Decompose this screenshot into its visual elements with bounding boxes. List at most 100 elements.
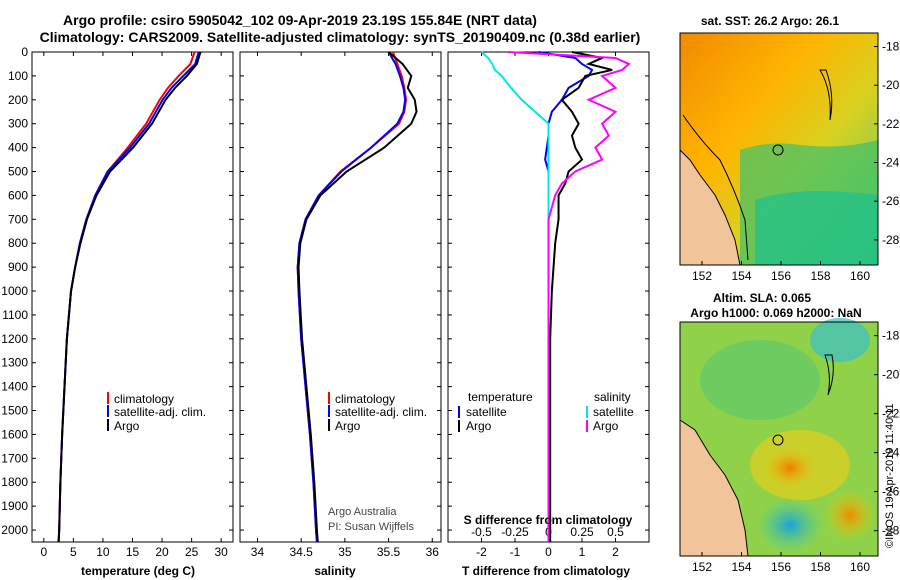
lat-tick-label: -20 [882, 368, 900, 382]
legend-label-argo: Argo [335, 419, 361, 433]
sla-high-anomaly [764, 448, 816, 488]
lat-tick-label: -18 [882, 40, 900, 54]
temperature-panel-frame [31, 51, 234, 543]
sst-map-ticks: -18 -20 -22 -24 -26 -28 152 154 156 158 160 [692, 40, 900, 283]
lat-tick-label: -18 [882, 329, 900, 343]
legend-title-temperature: temperature [468, 390, 533, 404]
sla-map-frame [679, 321, 879, 557]
depth-tick-label: 1300 [1, 356, 28, 370]
x-tick-label: 20 [155, 545, 169, 559]
depth-tick-label: 600 [8, 188, 28, 202]
s-diff-tick-label: 0.25 [570, 525, 594, 539]
x-tick-label: 34.5 [289, 545, 313, 559]
depth-tick-label: 1100 [2, 308, 28, 322]
legend-label-s-argo: Argo [593, 419, 619, 433]
depth-tick-label: 400 [8, 141, 28, 155]
depth-tick-label: 500 [8, 165, 28, 179]
figure-title-line2: Climatology: CARS2009. Satellite-adjuste… [40, 29, 641, 45]
s-diff-tick-label: 0.5 [607, 525, 624, 539]
salinity-profile-chart: 34 34.5 35 35.5 36 [251, 51, 440, 559]
legend-label-t-argo: Argo [466, 419, 492, 433]
s-difference-label: S difference from climatology [464, 513, 633, 527]
depth-tick-label: 1600 [1, 427, 28, 441]
series-line-satellite-adj-clim- [57, 51, 200, 543]
difference-profile-chart: -2 -1 0 1 2-0.5 -0.25 0 0.25 0.5 [471, 51, 631, 559]
lat-tick-label: -22 [882, 117, 900, 131]
salinity-axis-label: salinity [314, 564, 356, 578]
sla-low-anomaly [756, 497, 824, 553]
sla-high-anomaly [824, 489, 876, 541]
lon-tick-label: 160 [850, 560, 870, 574]
legend-label-s-satellite: satellite [593, 405, 634, 419]
lat-tick-label: -26 [882, 485, 900, 499]
sst-argo-position [772, 144, 784, 156]
x-tick-label: 25 [185, 545, 199, 559]
legend-label-satellite: satellite-adj. clim. [114, 405, 206, 419]
sla-low-anomaly [810, 318, 870, 362]
temperature-axis-label: temperature (deg C) [81, 564, 195, 578]
series-line-argo [297, 51, 418, 543]
lat-tick-label: -20 [882, 78, 900, 92]
lat-tick-label: -24 [882, 156, 900, 170]
sla-map-title-line2: Argo h1000: 0.069 h2000: NaN [690, 306, 861, 320]
depth-tick-label: 2000 [1, 523, 28, 537]
x-tick-label: 35.5 [377, 545, 401, 559]
x-tick-label: 36 [426, 545, 440, 559]
depth-tick-label: 1400 [1, 380, 28, 394]
lat-tick-label: -28 [882, 233, 900, 247]
salinity-panel-frame [239, 51, 442, 543]
series-line-climatology [57, 51, 196, 543]
sst-contour [682, 114, 749, 261]
x-tick-label: 30 [214, 545, 228, 559]
x-tick-label: 1 [579, 545, 586, 559]
depth-tick-label: 1800 [1, 475, 28, 489]
imos-watermark: ©IMOS 19-Apr-2019 11:40:11 [884, 403, 896, 548]
x-tick-label: 0 [545, 545, 552, 559]
depth-tick-label: 1500 [1, 404, 28, 418]
lon-tick-label: 158 [810, 560, 830, 574]
lon-tick-label: 160 [850, 269, 870, 283]
sst-map-title: sat. SST: 26.2 Argo: 26.1 [701, 14, 840, 28]
lon-tick-label: 156 [771, 269, 791, 283]
sst-cold-region [755, 191, 878, 265]
x-tick-label: 0 [40, 545, 47, 559]
t-difference-axis-label: T difference from climatology [462, 564, 630, 578]
series-line-argo [57, 51, 202, 543]
x-tick-label: 2 [612, 545, 619, 559]
lat-tick-label: -28 [882, 524, 900, 538]
depth-tick-label: 200 [8, 93, 28, 107]
x-tick-label: -2 [476, 545, 487, 559]
depth-tick-label: 1200 [1, 332, 28, 346]
depth-tick-label: 300 [8, 117, 28, 131]
x-tick-label: 5 [70, 545, 77, 559]
s-diff-tick-label: -0.25 [501, 525, 529, 539]
temperature-legend: climatology satellite-adj. clim. Argo [107, 392, 206, 433]
lat-tick-label: -26 [882, 194, 900, 208]
depth-tick-label: 0 [21, 45, 28, 59]
difference-legend: temperature satellite Argo salinity sate… [458, 390, 634, 527]
series-line-s-satellite [480, 51, 550, 542]
figure-title-line1: Argo profile: csiro 5905042_102 09-Apr-2… [63, 12, 537, 28]
x-tick-label: 15 [126, 545, 140, 559]
sla-map-title-line1: Altim. SLA: 0.065 [713, 291, 811, 305]
series-line-t-satellite [538, 51, 594, 542]
depth-tick-label: 700 [8, 212, 28, 226]
depth-axis: 0 100 200 300 400 500 600 700 800 900 1000 1100 1200… [1, 45, 649, 537]
sla-map: Altim. SLA: 0.065 Argo h1000: 0.069 h200… [679, 291, 900, 574]
x-tick-label: 35 [338, 545, 352, 559]
sla-low-anomaly [700, 340, 820, 420]
lon-tick-label: 156 [771, 560, 791, 574]
depth-tick-label: 1700 [1, 451, 28, 465]
sst-map-frame [679, 32, 879, 266]
lon-tick-label: 154 [731, 560, 751, 574]
depth-tick-label: 900 [8, 260, 28, 274]
depth-tick-label: 100 [8, 69, 28, 83]
temperature-profile-chart: 0 5 10 15 20 25 30 [40, 51, 228, 559]
credit-line1: Argo Australia [328, 506, 397, 518]
legend-label-satellite: satellite-adj. clim. [335, 405, 427, 419]
lon-tick-label: 158 [810, 269, 830, 283]
x-tick-label: 34 [251, 545, 265, 559]
legend-label-climatology: climatology [335, 392, 395, 406]
x-tick-label: -1 [510, 545, 521, 559]
